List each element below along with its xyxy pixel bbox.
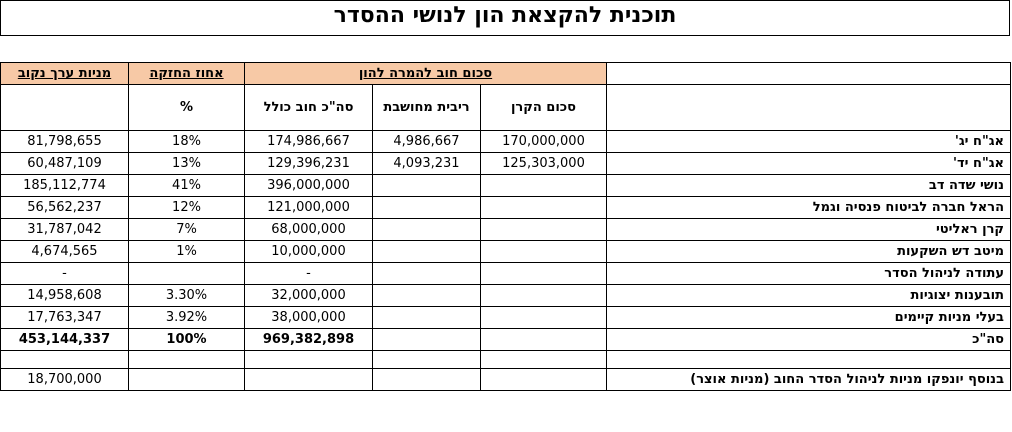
cell-total-debt: 38,000,000: [244, 306, 373, 329]
cell-interest: 4,093,231: [372, 152, 481, 175]
cell-principal: [480, 262, 607, 285]
cell-pct: 41%: [128, 174, 245, 197]
cell-label: הראל חברה לביטוח פנסיה וגמל: [606, 196, 1011, 219]
header-pct-symbol: %: [128, 84, 245, 131]
cell-principal: 125,303,000: [480, 152, 607, 175]
cell-total-debt: -: [244, 262, 373, 285]
cell-label: מיטב דש השקעות: [606, 240, 1011, 263]
table-row: 17,763,347 3.92% 38,000,000 בעלי מניות קיימ…: [0, 306, 1011, 329]
header-blank-label: [606, 84, 1011, 131]
total-pct: 100%: [128, 328, 245, 351]
cell-label: אג"ח יג': [606, 130, 1011, 153]
cell-total-debt: 68,000,000: [244, 218, 373, 241]
total-interest-blank: [372, 328, 481, 351]
table-row: 31,787,042 7% 68,000,000 קרן ראליטי: [0, 218, 1011, 241]
cell-units: 81,798,655: [0, 130, 129, 153]
footer-blank: [128, 368, 245, 391]
footer-units: 18,700,000: [0, 368, 129, 391]
cell-total-debt: 396,000,000: [244, 174, 373, 197]
footer-blank: [244, 368, 373, 391]
spacer-cell: [128, 350, 245, 369]
cell-total-debt: 174,986,667: [244, 130, 373, 153]
header-blank-units: [0, 84, 129, 131]
title-box: תוכנית להקצאת הון לנושי ההסדר: [0, 0, 1010, 36]
table-row: 185,112,774 41% 396,000,000 נושי שדה דב: [0, 174, 1011, 197]
cell-principal: [480, 240, 607, 263]
spacer-cell: [0, 350, 129, 369]
cell-interest: [372, 240, 481, 263]
header-units-nominal: מניות ערך נקוב: [0, 62, 129, 85]
table-row: 81,798,655 18% 174,986,667 4,986,667 170,000…: [0, 130, 1011, 153]
cell-units: 60,487,109: [0, 152, 129, 175]
cell-pct: 3.92%: [128, 306, 245, 329]
cell-units: -: [0, 262, 129, 285]
spacer-cell: [372, 350, 481, 369]
header-principal: סכום הקרן: [480, 84, 607, 131]
cell-interest: [372, 196, 481, 219]
cell-pct: 13%: [128, 152, 245, 175]
cell-pct: 12%: [128, 196, 245, 219]
cell-total-debt: 129,396,231: [244, 152, 373, 175]
header-blank: [606, 62, 1011, 85]
cell-units: 185,112,774: [0, 174, 129, 197]
cell-label: עתודה לניהול הסדר: [606, 262, 1011, 285]
table-row: 14,958,608 3.30% 32,000,000 תובענות יצוגיות: [0, 284, 1011, 307]
spacer-cell: [480, 350, 607, 369]
page-title: תוכנית להקצאת הון לנושי ההסדר: [333, 3, 677, 28]
cell-interest: 4,986,667: [372, 130, 481, 153]
header-debt-conversion: סכום חוב להמרה להון: [244, 62, 607, 85]
cell-total-debt: 32,000,000: [244, 284, 373, 307]
cell-label: נושי שדה דב: [606, 174, 1011, 197]
cell-interest: [372, 284, 481, 307]
cell-pct: 3.30%: [128, 284, 245, 307]
footer-row: 18,700,000 בנוסף יונפקו מניות לניהול הסדר…: [0, 368, 1011, 391]
spacer-cell: [244, 350, 373, 369]
cell-principal: [480, 174, 607, 197]
header-total-debt: סה"כ חוב כולל: [244, 84, 373, 131]
total-label: סה"כ: [606, 328, 1011, 351]
cell-interest: [372, 262, 481, 285]
cell-units: 56,562,237: [0, 196, 129, 219]
cell-principal: [480, 218, 607, 241]
cell-total-debt: 121,000,000: [244, 196, 373, 219]
table-row: 4,674,565 1% 10,000,000 מיטב דש השקעות: [0, 240, 1011, 263]
cell-pct: 18%: [128, 130, 245, 153]
cell-units: 31,787,042: [0, 218, 129, 241]
total-row: 453,144,337 100% 969,382,898 סה"כ: [0, 328, 1011, 351]
cell-pct: [128, 262, 245, 285]
total-principal-blank: [480, 328, 607, 351]
cell-interest: [372, 218, 481, 241]
cell-interest: [372, 174, 481, 197]
cell-label: תובענות יצוגיות: [606, 284, 1011, 307]
total-units: 453,144,337: [0, 328, 129, 351]
header-row-1: מניות ערך נקוב אחוז החזקה סכום חוב להמרה…: [0, 62, 1011, 85]
cell-pct: 1%: [128, 240, 245, 263]
footer-blank: [372, 368, 481, 391]
footer-blank: [480, 368, 607, 391]
header-computed-interest: ריבית מחושבת: [372, 84, 481, 131]
footer-label: בנוסף יונפקו מניות לניהול הסדר החוב (מני…: [606, 368, 1011, 391]
cell-units: 4,674,565: [0, 240, 129, 263]
cell-pct: 7%: [128, 218, 245, 241]
cell-principal: 170,000,000: [480, 130, 607, 153]
cell-label: קרן ראליטי: [606, 218, 1011, 241]
table-row: 60,487,109 13% 129,396,231 4,093,231 125,303…: [0, 152, 1011, 175]
cell-principal: [480, 306, 607, 329]
cell-units: 14,958,608: [0, 284, 129, 307]
spacer-row: [0, 350, 1011, 369]
allocation-table: מניות ערך נקוב אחוז החזקה סכום חוב להמרה…: [0, 62, 1011, 391]
cell-total-debt: 10,000,000: [244, 240, 373, 263]
cell-principal: [480, 196, 607, 219]
spacer-cell: [606, 350, 1011, 369]
cell-interest: [372, 306, 481, 329]
header-holding-pct: אחוז החזקה: [128, 62, 245, 85]
total-debt: 969,382,898: [244, 328, 373, 351]
cell-principal: [480, 284, 607, 307]
cell-units: 17,763,347: [0, 306, 129, 329]
table-row: - - עתודה לניהול הסדר: [0, 262, 1011, 285]
cell-label: בעלי מניות קיימים: [606, 306, 1011, 329]
cell-label: אג"ח יד': [606, 152, 1011, 175]
table-row: 56,562,237 12% 121,000,000 הראל חברה לביטוח…: [0, 196, 1011, 219]
header-row-2: % סה"כ חוב כולל ריבית מחושבת סכום הקרן: [0, 84, 1011, 131]
